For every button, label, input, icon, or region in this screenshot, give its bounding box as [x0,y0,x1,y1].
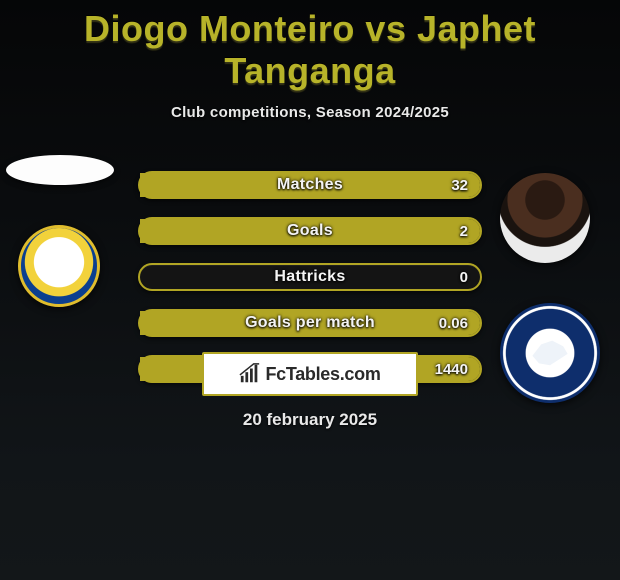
stat-bar: Matches 32 [138,171,482,199]
right-player-avatar [500,173,590,263]
page-title: Diogo Monteiro vs Japhet Tanganga [0,0,620,92]
stat-label: Goals per match [140,311,480,335]
stat-value-right: 0.06 [439,311,468,335]
stat-value-right: 1440 [435,357,468,381]
subtitle: Club competitions, Season 2024/2025 [0,104,620,121]
left-club-badge [18,225,100,307]
date-label: 20 february 2025 [0,410,620,430]
stat-label: Matches [140,173,480,197]
stat-label: Goals [140,219,480,243]
comparison-panel: Matches 32 Goals 2 Hattricks 0 Goals per… [0,153,620,383]
stat-bar: Goals 2 [138,217,482,245]
brand-box: FcTables.com [202,352,418,396]
bar-chart-icon [239,363,261,385]
left-player-avatar [6,155,114,185]
right-club-badge [500,303,600,403]
stat-value-right: 0 [460,265,468,289]
stat-bar: Goals per match 0.06 [138,309,482,337]
stat-value-right: 32 [451,173,468,197]
brand-name: FcTables.com [265,364,380,385]
stat-label: Hattricks [140,265,480,289]
stat-bar: Hattricks 0 [138,263,482,291]
stat-value-right: 2 [460,219,468,243]
